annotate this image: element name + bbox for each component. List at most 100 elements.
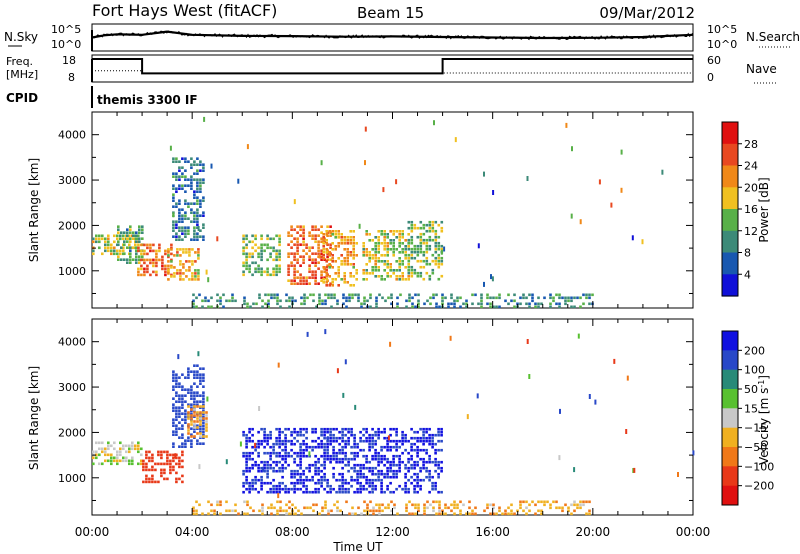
heatmap-cell [142, 480, 145, 484]
heatmap-cell [437, 235, 441, 239]
heatmap-cell [377, 475, 380, 479]
heatmap-cell [341, 430, 344, 434]
heatmap-cell [380, 490, 383, 494]
heatmap-speck [620, 187, 623, 193]
heatmap-cell [196, 184, 199, 187]
heatmap-speck [324, 329, 327, 335]
heatmap-cell [434, 481, 437, 485]
heatmap-cell [332, 436, 335, 440]
heatmap-cell [260, 237, 263, 241]
heatmap-cell [299, 463, 302, 467]
heatmap-cell [164, 249, 167, 253]
heatmap-cell [353, 433, 356, 437]
freq-label: Freq. [6, 55, 33, 68]
heatmap-cell [269, 255, 272, 259]
colorbar-segment [722, 187, 738, 210]
heatmap-cell [302, 433, 305, 437]
heatmap-cell [324, 299, 327, 303]
heatmap-cell [314, 460, 317, 464]
heatmap-cell [278, 469, 281, 473]
heatmap-cell [110, 252, 113, 256]
heatmap-cell [374, 448, 377, 452]
heatmap-cell [431, 436, 434, 440]
heatmap-cell [331, 284, 334, 287]
heatmap-cell [333, 296, 336, 300]
y-tick-label: 4000 [58, 129, 86, 142]
heatmap-cell [392, 242, 395, 245]
heatmap-cell [260, 469, 263, 473]
heatmap-cell [369, 296, 372, 300]
velocity-ylabel: Slant Range [km] [27, 366, 41, 470]
velocity-colorbar-label: Velocity [m s-1] [757, 375, 772, 465]
heatmap-cell [350, 478, 353, 482]
power-colorbar-label: Power [dB] [757, 177, 771, 242]
heatmap-cell [275, 451, 278, 455]
heatmap-cell [336, 302, 339, 306]
heatmap-cell [320, 237, 323, 240]
heatmap-cell [202, 435, 205, 438]
heatmap-cell [414, 293, 417, 297]
heatmap-cell [143, 249, 146, 253]
heatmap-cell [365, 439, 368, 443]
heatmap-cell [558, 293, 561, 297]
heatmap-cell [371, 433, 374, 437]
heatmap-cell [279, 305, 282, 309]
heatmap-cell [260, 246, 263, 250]
heatmap-cell [314, 427, 317, 431]
heatmap-cell [410, 436, 413, 440]
heatmap-cell [322, 245, 325, 248]
heatmap-cell [175, 394, 178, 397]
heatmap-cell [245, 264, 248, 268]
heatmap-cell [431, 487, 434, 491]
heatmap-speck [661, 169, 664, 175]
heatmap-cell [154, 480, 157, 484]
heatmap-cell [267, 506, 270, 510]
heatmap-cell [191, 260, 194, 263]
heatmap-cell [129, 225, 132, 228]
heatmap-cell [172, 235, 175, 238]
velocity-data [92, 329, 695, 516]
heatmap-cell [428, 460, 431, 464]
heatmap-cell [181, 166, 184, 169]
heatmap-cell [243, 299, 246, 303]
heatmap-cell [398, 233, 401, 236]
heatmap-cell [471, 512, 474, 516]
heatmap-cell [140, 267, 143, 271]
heatmap-cell [570, 512, 573, 516]
heatmap-cell [325, 239, 328, 242]
heatmap-cell [401, 233, 404, 236]
heatmap-cell [392, 239, 395, 242]
heatmap-cell [416, 460, 419, 464]
heatmap-cell [245, 255, 248, 259]
heatmap-cell [107, 243, 110, 247]
heatmap-cell [419, 484, 422, 488]
heatmap-cell [386, 484, 389, 488]
heatmap-cell [375, 296, 378, 300]
heatmap-cell [407, 457, 410, 461]
colorbar-tick-label: 8 [744, 247, 751, 260]
heatmap-cell [187, 405, 190, 408]
heatmap-cell [196, 163, 199, 166]
heatmap-cell [528, 509, 531, 513]
heatmap-cell [346, 257, 349, 260]
heatmap-cell [347, 481, 350, 485]
heatmap-cell [396, 302, 399, 306]
heatmap-cell [143, 243, 146, 247]
heatmap-cell [146, 267, 149, 271]
heatmap-cell [555, 500, 558, 504]
heatmap-cell [126, 237, 129, 240]
heatmap-cell [131, 441, 134, 445]
heatmap-cell [196, 420, 199, 423]
heatmap-cell [135, 255, 138, 258]
heatmap-cell [368, 448, 371, 452]
heatmap-cell [349, 251, 352, 254]
heatmap-cell [182, 263, 185, 266]
heatmap-cell [202, 196, 205, 199]
heatmap-cell [434, 229, 438, 233]
heatmap-cell [257, 442, 260, 446]
colorbar-segment [722, 252, 738, 275]
heatmap-cell [480, 296, 483, 300]
heatmap-cell [419, 235, 423, 239]
heatmap-cell [371, 490, 374, 494]
heatmap-cell [428, 433, 431, 437]
